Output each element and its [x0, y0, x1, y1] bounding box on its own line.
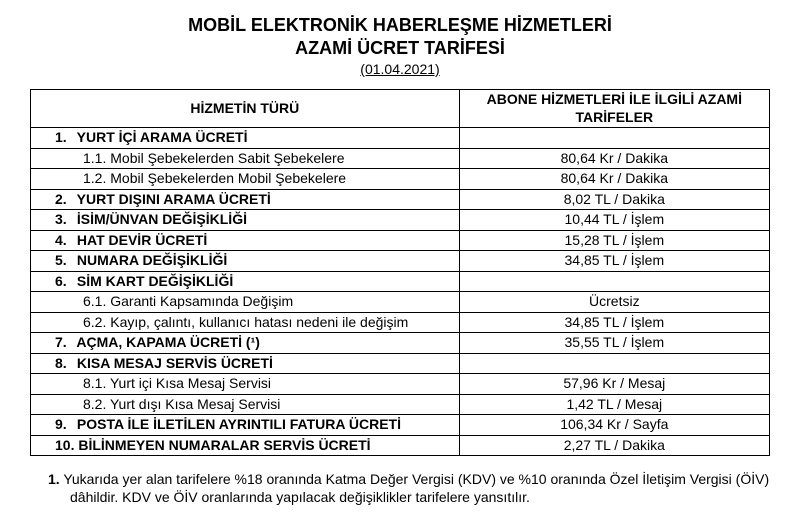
table-row: 2. YURT DIŞINI ARAMA ÜCRETİ8,02 TL / Dak… — [31, 189, 770, 210]
title-block: MOBİL ELEKTRONİK HABERLEŞME HİZMETLERİ A… — [30, 14, 770, 77]
row-label-main: 5. NUMARA DEĞİŞİKLİĞİ — [31, 251, 460, 272]
table-row: 8.2. Yurt dışı Kısa Mesaj Servisi1,42 TL… — [31, 394, 770, 415]
table-row: 6.1. Garanti Kapsamında DeğişimÜcretsiz — [31, 292, 770, 313]
row-value — [459, 128, 769, 149]
title-line-1: MOBİL ELEKTRONİK HABERLEŞME HİZMETLERİ — [30, 14, 770, 37]
row-value — [459, 353, 769, 374]
row-value: 15,28 TL / İşlem — [459, 230, 769, 251]
row-label-main: 2. YURT DIŞINI ARAMA ÜCRETİ — [31, 189, 460, 210]
col-header-service: HİZMETİN TÜRÜ — [31, 90, 460, 128]
table-row: 3. İSİM/ÜNVAN DEĞİŞİKLİĞİ10,44 TL / İşle… — [31, 210, 770, 231]
tariff-table: HİZMETİN TÜRÜ ABONE HİZMETLERİ İLE İLGİL… — [30, 89, 770, 456]
row-label-main: 3. İSİM/ÜNVAN DEĞİŞİKLİĞİ — [31, 210, 460, 231]
row-label-sub: 6.1. Garanti Kapsamında Değişim — [31, 292, 460, 313]
row-label-main: 9. POSTA İLE İLETİLEN AYRINTILI FATURA Ü… — [31, 415, 460, 436]
row-value: 1,42 TL / Mesaj — [459, 394, 769, 415]
row-value: 80,64 Kr / Dakika — [459, 169, 769, 190]
table-row: 8.1. Yurt içi Kısa Mesaj Servisi57,96 Kr… — [31, 374, 770, 395]
row-value: 57,96 Kr / Mesaj — [459, 374, 769, 395]
footnote: 1. Yukarıda yer alan tarifelere %18 oran… — [30, 470, 770, 506]
table-row: 1. YURT İÇİ ARAMA ÜCRETİ — [31, 128, 770, 149]
table-row: 4. HAT DEVİR ÜCRETİ15,28 TL / İşlem — [31, 230, 770, 251]
row-label-sub: 8.2. Yurt dışı Kısa Mesaj Servisi — [31, 394, 460, 415]
table-row: 10. BİLİNMEYEN NUMARALAR SERVİS ÜCRETİ2,… — [31, 435, 770, 456]
row-value: 106,34 Kr / Sayfa — [459, 415, 769, 436]
row-label-sub: 8.1. Yurt içi Kısa Mesaj Servisi — [31, 374, 460, 395]
row-label-sub: 6.2. Kayıp, çalıntı, kullanıcı hatası ne… — [31, 312, 460, 333]
date: (01.04.2021) — [30, 61, 770, 77]
row-value — [459, 271, 769, 292]
title-line-2: AZAMİ ÜCRET TARİFESİ — [30, 37, 770, 60]
row-value: 10,44 TL / İşlem — [459, 210, 769, 231]
row-value: 2,27 TL / Dakika — [459, 435, 769, 456]
table-row: 5. NUMARA DEĞİŞİKLİĞİ34,85 TL / İşlem — [31, 251, 770, 272]
footnote-number: 1. — [48, 471, 60, 487]
row-value: 8,02 TL / Dakika — [459, 189, 769, 210]
row-label-main: 6. SİM KART DEĞİŞİKLİĞİ — [31, 271, 460, 292]
row-label-main: 1. YURT İÇİ ARAMA ÜCRETİ — [31, 128, 460, 149]
row-label-main: 7. AÇMA, KAPAMA ÜCRETİ (¹) — [31, 333, 460, 354]
table-row: 6. SİM KART DEĞİŞİKLİĞİ — [31, 271, 770, 292]
col-header-tariff: ABONE HİZMETLERİ İLE İLGİLİ AZAMİ TARİFE… — [459, 90, 769, 128]
table-row: 7. AÇMA, KAPAMA ÜCRETİ (¹)35,55 TL / İşl… — [31, 333, 770, 354]
row-value: 34,85 TL / İşlem — [459, 251, 769, 272]
row-label-sub: 1.2. Mobil Şebekelerden Mobil Şebekelere — [31, 169, 460, 190]
row-value: Ücretsiz — [459, 292, 769, 313]
table-row: 1.2. Mobil Şebekelerden Mobil Şebekelere… — [31, 169, 770, 190]
table-row: 9. POSTA İLE İLETİLEN AYRINTILI FATURA Ü… — [31, 415, 770, 436]
row-label-sub: 1.1. Mobil Şebekelerden Sabit Şebekelere — [31, 148, 460, 169]
row-label-main: 10. BİLİNMEYEN NUMARALAR SERVİS ÜCRETİ — [31, 435, 460, 456]
table-row: 1.1. Mobil Şebekelerden Sabit Şebekelere… — [31, 148, 770, 169]
row-label-main: 8. KISA MESAJ SERVİS ÜCRETİ — [31, 353, 460, 374]
table-row: 8. KISA MESAJ SERVİS ÜCRETİ — [31, 353, 770, 374]
row-value: 80,64 Kr / Dakika — [459, 148, 769, 169]
footnote-text: Yukarıda yer alan tarifelere %18 oranınd… — [63, 471, 769, 505]
row-value: 34,85 TL / İşlem — [459, 312, 769, 333]
table-row: 6.2. Kayıp, çalıntı, kullanıcı hatası ne… — [31, 312, 770, 333]
row-label-main: 4. HAT DEVİR ÜCRETİ — [31, 230, 460, 251]
row-value: 35,55 TL / İşlem — [459, 333, 769, 354]
